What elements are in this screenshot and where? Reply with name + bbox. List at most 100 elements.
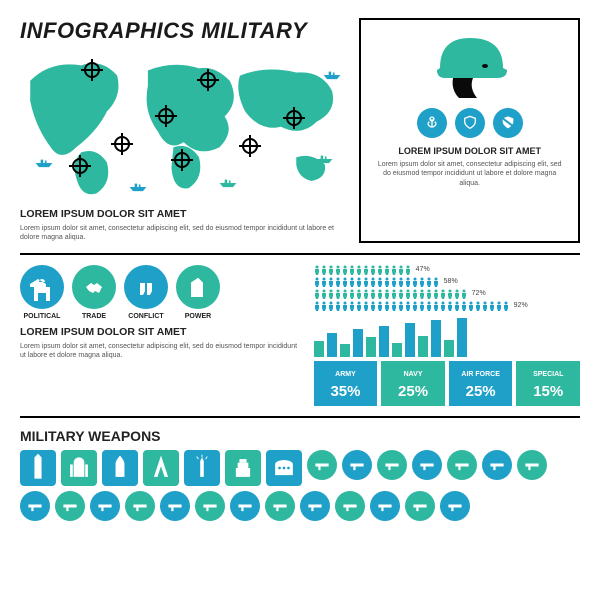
category-label: POLITICAL — [24, 313, 61, 320]
badge-icon — [493, 108, 523, 138]
category-label: TRADE — [82, 313, 106, 320]
bar — [340, 344, 350, 357]
force-label: ARMY — [318, 367, 374, 383]
jeep-icon — [195, 491, 225, 521]
map-subtitle: LOREM IPSUM DOLOR SIT AMET — [20, 208, 347, 220]
ship-icon — [272, 88, 296, 98]
people-pct: 58% — [444, 278, 458, 285]
tank-icon — [160, 491, 190, 521]
cat-body: Lorem ipsum dolor sit amet, consectetur … — [20, 342, 300, 361]
people-row: 72% — [314, 289, 580, 299]
target-icon — [242, 138, 258, 154]
liberty-icon — [184, 450, 220, 486]
para-icon — [440, 491, 470, 521]
bar — [457, 318, 467, 357]
capitol-icon — [20, 265, 64, 309]
force-air-force: AIR FORCE25% — [449, 361, 513, 406]
category-label: POWER — [185, 313, 211, 320]
weapons-title: MILITARY WEAPONS — [20, 428, 580, 444]
ship-icon — [126, 182, 150, 192]
target-icon — [114, 136, 130, 152]
ship-icon — [312, 154, 336, 164]
oil-icon — [176, 265, 220, 309]
map-section: INFOGRAPHICS MILITARY LOREM IPSUM DOLOR … — [20, 18, 347, 243]
helmet-icon-row — [417, 108, 523, 138]
force-value: 25% — [453, 383, 509, 400]
force-army: ARMY35% — [314, 361, 378, 406]
force-label: SPECIAL — [520, 367, 576, 383]
temple-icon — [225, 450, 261, 486]
handshake-icon — [72, 265, 116, 309]
bar — [314, 341, 324, 356]
divider — [20, 416, 580, 418]
boat-icon — [405, 491, 435, 521]
people-pct: 72% — [472, 290, 486, 297]
grenade-icon — [447, 450, 477, 480]
target-icon — [286, 110, 302, 126]
category-section: POLITICALTRADECONFLICTPOWER LOREM IPSUM … — [20, 265, 300, 406]
missile-icon — [300, 491, 330, 521]
force-value: 35% — [318, 383, 374, 400]
force-label: AIR FORCE — [453, 367, 509, 383]
divider — [20, 253, 580, 255]
category-label: CONFLICT — [128, 313, 163, 320]
category-trade: TRADE — [72, 265, 116, 320]
target-icon — [200, 72, 216, 88]
people-chart: 47% 58% 72% 92% — [314, 265, 580, 311]
force-value: 15% — [520, 383, 576, 400]
bigben-icon — [20, 450, 56, 486]
taj-icon — [61, 450, 97, 486]
bar-chart — [314, 315, 580, 357]
bar — [418, 336, 428, 357]
bar — [327, 333, 337, 357]
forces-row: ARMY35%NAVY25%AIR FORCE25%SPECIAL15% — [314, 361, 580, 406]
chart-section: 47%58%72%92% ARMY35%NAVY25%AIR FORCE25%S… — [314, 265, 580, 406]
radar-icon — [335, 491, 365, 521]
map-continents — [20, 50, 347, 203]
helmet-body: Lorem ipsum dolor sit amet, consectetur … — [373, 160, 566, 188]
force-label: NAVY — [385, 367, 441, 383]
truck-icon — [265, 491, 295, 521]
people-pct: 92% — [514, 302, 528, 309]
ship-icon — [320, 70, 344, 80]
kremlin-icon — [102, 450, 138, 486]
ship-icon — [32, 158, 56, 168]
bar — [353, 329, 363, 357]
shield-icon — [455, 108, 485, 138]
people-pct: 47% — [416, 266, 430, 273]
colosseum-icon — [266, 450, 302, 486]
helmet-subtitle: LOREM IPSUM DOLOR SIT AMET — [398, 146, 541, 156]
fists-icon — [124, 265, 168, 309]
jet-icon — [55, 491, 85, 521]
target-icon — [84, 62, 100, 78]
pistol-icon — [342, 450, 372, 480]
target-icon — [72, 158, 88, 174]
force-navy: NAVY25% — [381, 361, 445, 406]
people-row: 58% — [314, 277, 580, 287]
people-row: 92% — [314, 301, 580, 311]
anchor-icon — [417, 108, 447, 138]
bar — [366, 337, 376, 357]
eiffel-icon — [143, 450, 179, 486]
category-power: POWER — [176, 265, 220, 320]
target-icon — [174, 152, 190, 168]
knife-icon — [482, 450, 512, 480]
rifle-icon — [307, 450, 337, 480]
bar — [405, 323, 415, 357]
helmet-panel: LOREM IPSUM DOLOR SIT AMET Lorem ipsum d… — [359, 18, 580, 243]
world-map — [20, 50, 347, 200]
apc-icon — [230, 491, 260, 521]
category-conflict: CONFLICT — [124, 265, 168, 320]
force-value: 25% — [385, 383, 441, 400]
ship-icon — [26, 94, 50, 104]
target-icon — [158, 108, 174, 124]
force-special: SPECIAL15% — [516, 361, 580, 406]
ship-icon — [216, 178, 240, 188]
plane-icon — [517, 450, 547, 480]
weapons-section: MILITARY WEAPONS — [20, 428, 580, 521]
ak-icon — [377, 450, 407, 480]
category-political: POLITICAL — [20, 265, 64, 320]
bar — [444, 340, 454, 357]
helmet-icon — [425, 30, 515, 100]
drone-icon — [20, 491, 50, 521]
